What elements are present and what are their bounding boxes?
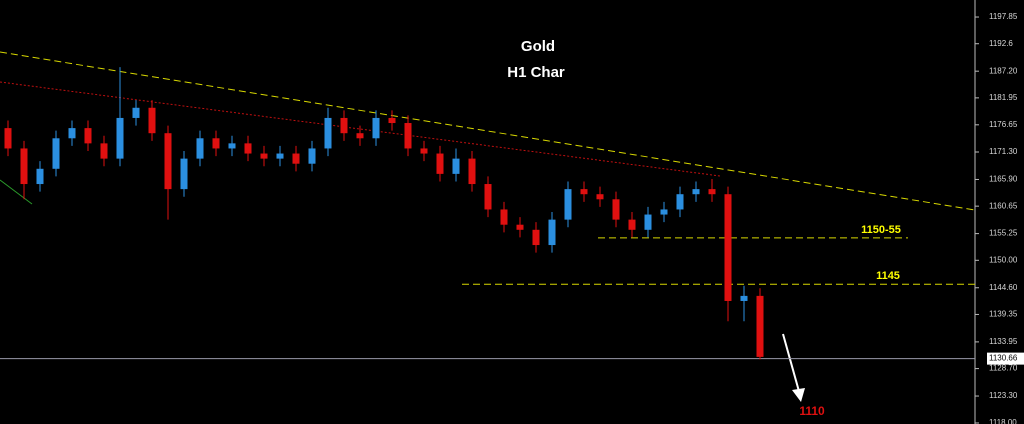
candle-body — [676, 194, 684, 210]
candle-body — [596, 194, 604, 200]
candle-body — [244, 143, 252, 154]
y-tick-label: 1155.25 — [989, 229, 1018, 238]
target-label: 1110 — [799, 404, 825, 418]
candle-body — [196, 138, 204, 159]
y-tick-label: 1197.85 — [989, 12, 1018, 21]
candle-body — [308, 148, 316, 164]
level-label: 1145 — [876, 270, 900, 282]
candle-body — [4, 128, 12, 149]
candle-body — [500, 209, 508, 225]
candle-body — [436, 153, 444, 174]
chart-title: Gold — [521, 38, 555, 55]
candle-body — [628, 219, 636, 230]
y-tick-label: 1133.95 — [989, 337, 1018, 346]
candle-body — [340, 117, 348, 134]
y-tick-label: 1171.30 — [989, 147, 1018, 156]
candle-body — [660, 209, 668, 215]
y-tick-label: 1118.00 — [989, 418, 1017, 424]
candle-body — [484, 184, 492, 210]
y-tick-label: 1176.65 — [989, 120, 1018, 129]
candle-body — [324, 117, 332, 149]
y-tick-label: 1160.65 — [989, 201, 1018, 210]
candle-body — [708, 189, 716, 195]
current-price-box — [987, 352, 1024, 365]
candle-body — [564, 189, 572, 220]
level-label: 1150-55 — [861, 224, 901, 236]
candle-body — [52, 138, 60, 169]
chart-subtitle: H1 Char — [507, 64, 565, 81]
candle-body — [356, 133, 364, 139]
candle-body — [756, 295, 764, 357]
y-tick-label: 1128.70 — [989, 364, 1018, 373]
y-tick-label: 1187.20 — [989, 66, 1018, 75]
y-tick-label: 1165.90 — [989, 175, 1018, 184]
arrow-shaft — [782, 333, 801, 396]
candle-body — [644, 214, 652, 230]
candle-body — [84, 128, 92, 144]
candle-body — [36, 168, 44, 185]
candle-body — [212, 138, 220, 149]
candle-body — [116, 117, 124, 159]
current-price-label: 1130.66 — [989, 354, 1018, 363]
candle-body — [68, 128, 76, 139]
candle-body — [228, 143, 236, 149]
candle-body — [612, 199, 620, 220]
candle-body — [372, 117, 380, 139]
candle-body — [388, 117, 396, 124]
candle-body — [164, 133, 172, 190]
candle-body — [100, 143, 108, 159]
candle-body — [276, 153, 284, 159]
arrow-head — [792, 388, 805, 402]
candle-body — [420, 148, 428, 154]
y-tick-label: 1181.95 — [989, 93, 1018, 102]
candle-body — [740, 295, 748, 301]
candle-body — [148, 107, 156, 134]
candle-body — [580, 189, 588, 195]
candle-body — [404, 123, 412, 149]
candle-body — [516, 224, 524, 230]
y-tick-label: 1192.6 — [989, 39, 1013, 48]
candle-body — [20, 148, 28, 185]
y-tick-label: 1139.35 — [989, 310, 1018, 319]
candle-body — [532, 229, 540, 246]
candle-body — [548, 219, 556, 246]
y-tick-label: 1150.00 — [989, 255, 1018, 264]
green-trendline — [0, 179, 33, 205]
candle-body — [452, 158, 460, 174]
candle-body — [260, 153, 268, 159]
candle-body — [132, 107, 140, 118]
y-tick-label: 1123.30 — [989, 391, 1018, 400]
y-tick-label: 1144.60 — [989, 283, 1018, 292]
candle-body — [180, 158, 188, 190]
candle-body — [692, 189, 700, 195]
candle-body — [468, 158, 476, 185]
candle-body — [292, 153, 300, 164]
candle-body — [724, 194, 732, 301]
